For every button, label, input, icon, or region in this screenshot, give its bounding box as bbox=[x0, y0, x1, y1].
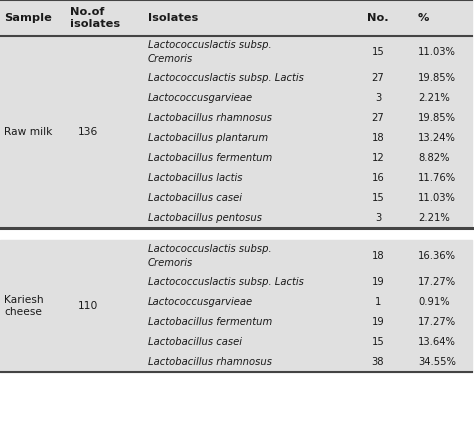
Text: 12: 12 bbox=[372, 153, 384, 163]
Text: Lactococcusgarvieae: Lactococcusgarvieae bbox=[148, 297, 253, 307]
Text: 13.64%: 13.64% bbox=[418, 337, 456, 347]
Text: 19: 19 bbox=[372, 317, 384, 327]
Text: 38: 38 bbox=[372, 357, 384, 367]
Text: 110: 110 bbox=[78, 301, 98, 311]
Text: 18: 18 bbox=[372, 251, 384, 261]
Text: 11.03%: 11.03% bbox=[418, 47, 456, 57]
Text: 16: 16 bbox=[372, 173, 384, 183]
Text: Lactobacillus rhamnosus: Lactobacillus rhamnosus bbox=[148, 113, 272, 123]
Text: No.of
isolates: No.of isolates bbox=[70, 7, 120, 29]
Text: 17.27%: 17.27% bbox=[418, 317, 456, 327]
Text: Lactococcuslactis subsp.: Lactococcuslactis subsp. bbox=[148, 40, 272, 50]
Text: 3: 3 bbox=[375, 213, 381, 223]
Text: 11.03%: 11.03% bbox=[418, 193, 456, 203]
Text: Lactobacillus pentosus: Lactobacillus pentosus bbox=[148, 213, 262, 223]
Text: 19.85%: 19.85% bbox=[418, 73, 456, 83]
Text: Lactobacillus plantarum: Lactobacillus plantarum bbox=[148, 133, 268, 143]
Text: Sample: Sample bbox=[4, 13, 52, 23]
Text: 2.21%: 2.21% bbox=[418, 93, 450, 103]
Text: Lactobacillus fermentum: Lactobacillus fermentum bbox=[148, 317, 272, 327]
Text: Lactobacillus lactis: Lactobacillus lactis bbox=[148, 173, 243, 183]
Text: 1: 1 bbox=[375, 297, 381, 307]
Text: 13.24%: 13.24% bbox=[418, 133, 456, 143]
Text: 11.76%: 11.76% bbox=[418, 173, 456, 183]
Text: Kariesh
cheese: Kariesh cheese bbox=[4, 295, 44, 317]
Text: Cremoris: Cremoris bbox=[148, 258, 193, 268]
Text: Lactococcuslactis subsp.: Lactococcuslactis subsp. bbox=[148, 244, 272, 254]
Text: Lactobacillus fermentum: Lactobacillus fermentum bbox=[148, 153, 272, 163]
Text: Lactobacillus rhamnosus: Lactobacillus rhamnosus bbox=[148, 357, 272, 367]
Text: 34.55%: 34.55% bbox=[418, 357, 456, 367]
Text: 15: 15 bbox=[372, 47, 384, 57]
Text: No.: No. bbox=[367, 13, 389, 23]
Text: 18: 18 bbox=[372, 133, 384, 143]
Text: 3: 3 bbox=[375, 93, 381, 103]
Text: 19: 19 bbox=[372, 277, 384, 287]
Text: 15: 15 bbox=[372, 193, 384, 203]
Text: 2.21%: 2.21% bbox=[418, 213, 450, 223]
Text: %: % bbox=[418, 13, 429, 23]
Text: Isolates: Isolates bbox=[148, 13, 198, 23]
Text: 27: 27 bbox=[372, 113, 384, 123]
Text: Raw milk: Raw milk bbox=[4, 127, 52, 137]
Text: 16.36%: 16.36% bbox=[418, 251, 456, 261]
Text: Cremoris: Cremoris bbox=[148, 54, 193, 64]
Text: Lactococcuslactis subsp. Lactis: Lactococcuslactis subsp. Lactis bbox=[148, 277, 304, 287]
Text: Lactobacillus casei: Lactobacillus casei bbox=[148, 337, 242, 347]
Text: 19.85%: 19.85% bbox=[418, 113, 456, 123]
Text: Lactococcusgarvieae: Lactococcusgarvieae bbox=[148, 93, 253, 103]
Text: 27: 27 bbox=[372, 73, 384, 83]
Text: 136: 136 bbox=[78, 127, 98, 137]
Text: Lactococcuslactis subsp. Lactis: Lactococcuslactis subsp. Lactis bbox=[148, 73, 304, 83]
Text: Lactobacillus casei: Lactobacillus casei bbox=[148, 193, 242, 203]
Text: 8.82%: 8.82% bbox=[418, 153, 449, 163]
Text: 0.91%: 0.91% bbox=[418, 297, 450, 307]
Text: 15: 15 bbox=[372, 337, 384, 347]
Text: 17.27%: 17.27% bbox=[418, 277, 456, 287]
